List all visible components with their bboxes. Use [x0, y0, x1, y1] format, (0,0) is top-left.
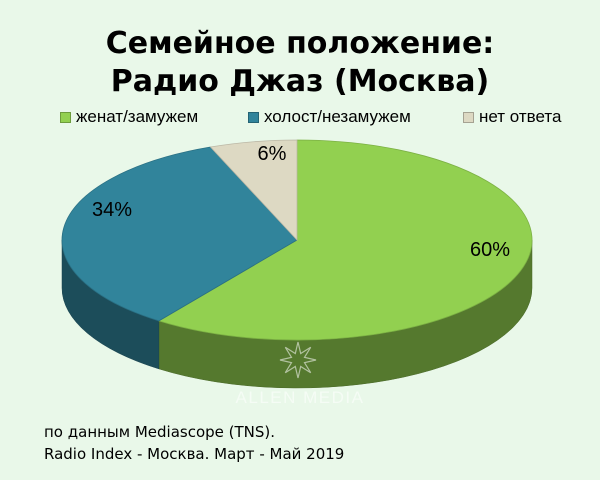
watermark-text: ALLEN MEDIA: [235, 388, 365, 407]
legend-label-single: холост/незамужем: [264, 107, 411, 126]
legend-label-married: женат/замужем: [76, 107, 199, 126]
legend-swatch-single: [248, 111, 259, 123]
legend-swatch-married: [60, 111, 71, 123]
pie-slice-no-answer: [209, 139, 298, 242]
data-label-single: 34%: [92, 199, 132, 221]
chart-title-line-2: Радио Джаз (Москва): [110, 64, 490, 99]
source-note-line-1: по данным Mediascope (TNS).: [44, 423, 276, 441]
watermark-star-icon: [279, 341, 317, 379]
data-label-married: 60%: [470, 239, 510, 261]
legend-item-single: холост/незамужем: [248, 107, 411, 127]
source-note-line-2: Radio Index - Москва. Март - Май 2019: [44, 445, 345, 463]
pie-slice-single: [61, 146, 298, 322]
legend-swatch-no-answer: [463, 111, 474, 123]
legend-item-no-answer: нет ответа: [463, 107, 561, 127]
legend-label-no-answer: нет ответа: [479, 107, 562, 126]
chart-legend: женат/замужем холост/незамужем нет ответ…: [0, 107, 600, 127]
pie-slice-married: [157, 139, 533, 341]
chart-title-line-1: Семейное положение:: [105, 26, 495, 61]
data-label-no-answer: 6%: [258, 143, 287, 165]
legend-item-married: женат/замужем: [60, 107, 198, 127]
